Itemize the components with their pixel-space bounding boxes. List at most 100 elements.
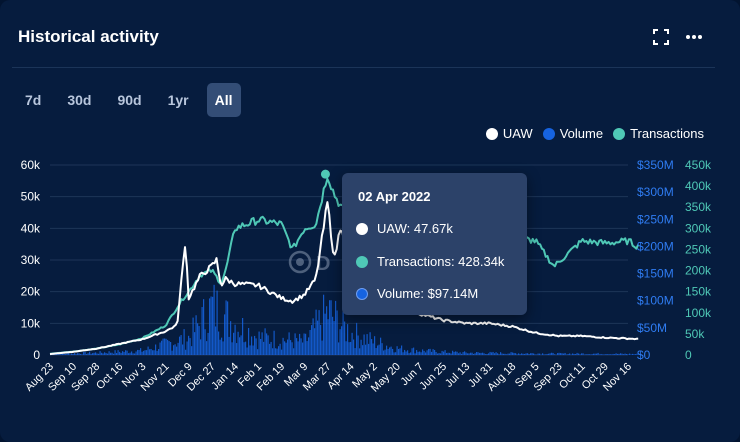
- volume-bar: [276, 348, 278, 355]
- tooltip-transactions-row: Transactions: 428.34k: [356, 254, 504, 269]
- tab-30d[interactable]: 30d: [67, 92, 92, 108]
- volume-bar: [396, 346, 398, 355]
- tab-90d[interactable]: 90d: [117, 92, 142, 108]
- tab-1yr[interactable]: 1yr: [167, 92, 189, 108]
- volume-bar: [197, 323, 199, 355]
- volume-bar: [306, 341, 308, 355]
- volume-bar: [573, 353, 575, 355]
- transactions-tick-label: 200k: [685, 264, 712, 278]
- volume-bar: [392, 348, 394, 355]
- volume-bar: [398, 348, 400, 355]
- uaw-tick-label: 0: [33, 348, 40, 362]
- tooltip-volume-dot: [356, 287, 368, 300]
- volume-bar: [410, 352, 412, 355]
- volume-bar: [564, 352, 566, 355]
- volume-bar: [485, 354, 487, 355]
- volume-bar: [116, 353, 118, 355]
- volume-bar: [627, 354, 629, 355]
- volume-bar: [617, 353, 619, 355]
- volume-bar: [231, 342, 233, 355]
- volume-bar: [482, 352, 484, 355]
- volume-bar: [372, 343, 374, 355]
- volume-bar: [435, 351, 437, 355]
- volume-bar: [363, 334, 365, 355]
- more-icon[interactable]: [685, 28, 703, 46]
- volume-bar: [590, 354, 592, 355]
- volume-bar: [446, 352, 448, 355]
- volume-bar: [255, 338, 257, 355]
- volume-bar: [515, 353, 517, 355]
- volume-bar: [327, 319, 329, 355]
- volume-bar: [465, 352, 467, 355]
- volume-bar: [122, 351, 124, 355]
- tab-all[interactable]: All: [206, 83, 241, 117]
- volume-bar: [356, 322, 358, 355]
- card-title: Historical activity: [18, 27, 159, 46]
- volume-bar: [431, 351, 433, 355]
- volume-bar: [350, 341, 352, 355]
- volume-bar: [221, 337, 223, 355]
- volume-bar: [602, 354, 604, 355]
- volume-bar: [165, 338, 167, 355]
- expand-icon[interactable]: [652, 28, 670, 46]
- volume-bar: [623, 354, 625, 355]
- volume-bar: [501, 353, 503, 355]
- volume-bar: [639, 354, 641, 355]
- volume-bar: [210, 296, 212, 355]
- volume-bar: [323, 294, 325, 355]
- volume-bar: [551, 352, 553, 355]
- volume-bar: [98, 353, 100, 355]
- volume-bar: [489, 351, 491, 355]
- volume-bar: [384, 349, 386, 355]
- volume-bar: [519, 354, 521, 355]
- volume-bar: [593, 353, 595, 355]
- volume-bar: [621, 353, 623, 355]
- volume-bar: [333, 321, 335, 355]
- volume-bar: [137, 349, 139, 355]
- volume-bar: [239, 337, 241, 355]
- volume-bar: [272, 348, 274, 355]
- volume-bar: [456, 351, 458, 355]
- volume-bar: [216, 290, 218, 355]
- volume-bar: [429, 348, 431, 355]
- volume-bar: [419, 351, 421, 355]
- volume-bar: [581, 353, 583, 355]
- volume-bar: [413, 347, 415, 355]
- volume-bar: [629, 353, 631, 355]
- volume-bar: [74, 353, 76, 355]
- volume-bar: [389, 347, 391, 355]
- volume-bar: [491, 352, 493, 355]
- volume-bar: [107, 353, 109, 355]
- volume-bar: [455, 351, 457, 355]
- volume-bar: [587, 354, 589, 355]
- volume-bar: [195, 315, 197, 355]
- volume-bar: [65, 354, 67, 355]
- legend-volume[interactable]: Volume: [542, 126, 603, 141]
- volume-bar: [200, 339, 202, 355]
- legend-transactions[interactable]: Transactions: [613, 126, 704, 141]
- volume-bar: [84, 351, 86, 355]
- volume-bar: [182, 344, 184, 355]
- volume-bar: [168, 341, 170, 355]
- volume-bar: [368, 343, 370, 355]
- transactions-tick-label: 300k: [685, 221, 712, 235]
- volume-bar: [158, 349, 160, 355]
- volume-bar: [312, 318, 314, 355]
- volume-bar: [495, 352, 497, 355]
- volume-bar: [576, 352, 578, 355]
- volume-bar: [207, 332, 209, 355]
- volume-bar: [554, 354, 556, 355]
- volume-bar: [380, 337, 382, 355]
- volume-bar: [560, 353, 562, 355]
- highlight-marker: [320, 169, 330, 179]
- volume-bar: [578, 353, 580, 355]
- volume-bar: [614, 354, 616, 355]
- volume-bar: [534, 354, 536, 355]
- volume-bar: [447, 352, 449, 355]
- volume-bar: [411, 348, 413, 355]
- volume-bar: [474, 353, 476, 355]
- tab-7d[interactable]: 7d: [25, 92, 42, 108]
- legend-uaw[interactable]: UAW: [485, 126, 533, 141]
- volume-bar: [609, 354, 611, 355]
